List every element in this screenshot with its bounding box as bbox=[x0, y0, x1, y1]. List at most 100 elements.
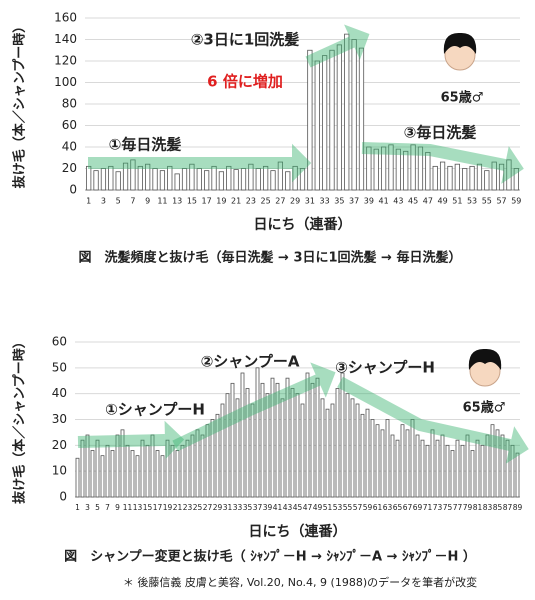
bar bbox=[373, 148, 379, 191]
bar bbox=[380, 146, 387, 191]
x-tick-label: 29 bbox=[213, 503, 223, 512]
bar bbox=[307, 49, 313, 191]
bar bbox=[174, 173, 180, 191]
x-tick-label: 57 bbox=[496, 197, 506, 206]
x-tick-label: 45 bbox=[408, 197, 418, 206]
bar bbox=[140, 439, 145, 498]
caption: 図 洗髪頻度と抜け毛（毎日洗髪 → 3日に1回洗髪 → 毎日洗髪） bbox=[79, 250, 462, 266]
bar bbox=[205, 424, 210, 498]
bar bbox=[204, 170, 210, 191]
bar bbox=[300, 403, 305, 498]
bar bbox=[445, 444, 450, 498]
bar bbox=[358, 47, 365, 191]
bar bbox=[491, 161, 497, 191]
bar bbox=[125, 444, 130, 498]
bar bbox=[395, 148, 401, 191]
annotation: ②3日に1回洗髪 bbox=[191, 31, 300, 49]
bar bbox=[245, 388, 250, 498]
bar bbox=[513, 168, 519, 191]
bar bbox=[435, 439, 440, 498]
bar bbox=[200, 434, 205, 498]
bar bbox=[355, 403, 360, 498]
caption: 図 シャンプー変更と抜け毛（ ｼｬﾝﾌﾟ－H → ｼｬﾝﾌﾟ－A → ｼｬﾝﾌﾟ… bbox=[64, 549, 476, 565]
bar bbox=[380, 429, 385, 498]
bar bbox=[351, 39, 357, 191]
annotation: ①毎日洗髪 bbox=[109, 136, 182, 154]
bar bbox=[500, 434, 505, 498]
x-tick-label: 59 bbox=[511, 197, 521, 206]
x-tick-label: 13 bbox=[133, 503, 143, 512]
x-tick-label: 33 bbox=[233, 503, 243, 512]
x-tick-label: 27 bbox=[203, 503, 213, 512]
x-tick-label: 49 bbox=[437, 197, 447, 206]
bar bbox=[439, 161, 446, 191]
bar bbox=[390, 434, 395, 498]
x-tick-label: 25 bbox=[261, 197, 271, 206]
bar bbox=[263, 165, 269, 191]
y-tick-label: 60 bbox=[52, 335, 67, 349]
bar bbox=[152, 168, 158, 191]
bar bbox=[314, 60, 320, 191]
x-tick-label: 47 bbox=[303, 503, 313, 512]
bar bbox=[410, 144, 416, 191]
bar bbox=[159, 170, 166, 191]
y-tick-label: 40 bbox=[52, 386, 67, 400]
trend-arrow-head bbox=[505, 426, 529, 464]
bar bbox=[400, 424, 405, 498]
x-tick-label: 89 bbox=[513, 503, 523, 512]
x-tick-label: 47 bbox=[423, 197, 433, 206]
bar bbox=[417, 146, 424, 191]
bar bbox=[285, 171, 291, 191]
x-tick-label: 39 bbox=[263, 503, 273, 512]
hair bbox=[443, 32, 477, 54]
x-tick-label: 73 bbox=[433, 503, 443, 512]
hair bbox=[468, 348, 502, 370]
bar bbox=[460, 444, 465, 498]
bar bbox=[475, 439, 480, 498]
bar bbox=[280, 398, 285, 498]
x-tick-label: 79 bbox=[463, 503, 473, 512]
x-tick-label: 27 bbox=[275, 197, 285, 206]
bar bbox=[211, 165, 217, 191]
bar bbox=[344, 33, 350, 191]
trend-arrow-head bbox=[292, 143, 312, 183]
x-tick-label: 39 bbox=[364, 197, 374, 206]
bar bbox=[145, 163, 151, 191]
annotation: 65歳♂ bbox=[441, 90, 484, 106]
x-tick-label: 55 bbox=[482, 197, 492, 206]
bar bbox=[295, 393, 300, 498]
x-tick-label: 11 bbox=[123, 503, 133, 512]
bar bbox=[226, 165, 232, 191]
bar bbox=[145, 444, 150, 498]
annotation: 65歳♂ bbox=[463, 400, 506, 416]
y-tick-label: 30 bbox=[52, 412, 67, 426]
bar bbox=[218, 171, 225, 191]
x-tick-label: 81 bbox=[473, 503, 483, 512]
footnote: ＊ 後藤信義 皮膚と美容, Vol.20, No.4, 9 (1988)のデータ… bbox=[123, 575, 477, 589]
bar bbox=[322, 55, 328, 191]
bar bbox=[325, 408, 330, 498]
bar bbox=[181, 168, 188, 191]
x-tick-label: 87 bbox=[503, 503, 513, 512]
bar bbox=[310, 382, 315, 498]
bar bbox=[210, 419, 215, 498]
bar bbox=[350, 398, 355, 498]
bar bbox=[495, 429, 500, 498]
bar bbox=[95, 439, 100, 498]
bar bbox=[498, 163, 505, 191]
x-tick-label: 75 bbox=[443, 503, 453, 512]
x-tick-label: 19 bbox=[163, 503, 173, 512]
bar bbox=[240, 168, 247, 191]
bar bbox=[225, 393, 230, 498]
annotation: ①シャンプーH bbox=[105, 401, 205, 419]
bar bbox=[230, 382, 235, 498]
bar bbox=[447, 165, 453, 191]
trend-arrow bbox=[305, 36, 355, 68]
bar bbox=[366, 146, 372, 191]
x-tick-label: 29 bbox=[290, 197, 300, 206]
bar bbox=[485, 434, 490, 498]
x-tick-label: 9 bbox=[115, 503, 120, 512]
x-tick-label: 43 bbox=[283, 503, 293, 512]
bar bbox=[410, 419, 415, 498]
bar bbox=[150, 434, 155, 498]
